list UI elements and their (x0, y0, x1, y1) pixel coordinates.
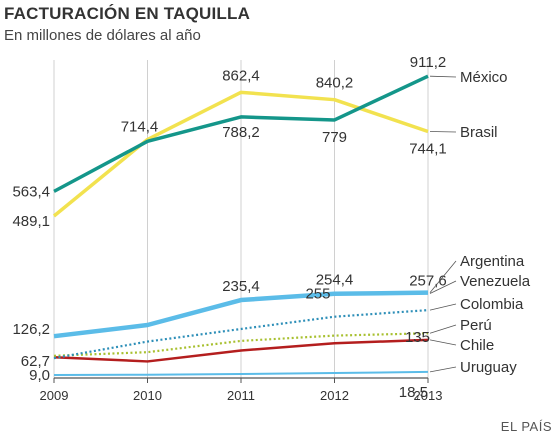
leader-line (429, 366, 457, 373)
data-label-mexico: 911,2 (410, 54, 446, 71)
x-tick-label: 2010 (133, 388, 162, 403)
series-line-argentina (53, 290, 429, 339)
data-label-mexico: 714,4 (121, 118, 159, 135)
series-name-colombia: Colombia (460, 296, 524, 313)
data-label-argentina: 254,4 (316, 272, 354, 289)
series-name-brasil: Brasil (460, 124, 498, 141)
leader-line (429, 260, 457, 293)
data-label-mexico: 779 (322, 129, 347, 146)
data-label-venezuela: 255 (305, 286, 330, 303)
data-label-mexico: 563,4 (12, 183, 50, 200)
leader-line (429, 75, 457, 78)
data-label-chile: 62,7 (21, 353, 50, 370)
data-label-mexico: 788,2 (222, 124, 260, 141)
source-credit: EL PAÍS (500, 419, 552, 434)
data-label-brasil: 840,2 (316, 75, 354, 92)
data-label-argentina: 126,2 (12, 321, 50, 338)
leader-line (429, 303, 457, 311)
leader-line (429, 339, 457, 346)
series-name-chile: Chile (460, 337, 494, 354)
series-name-uruguay: Uruguay (460, 359, 517, 376)
x-tick-label: 2009 (40, 388, 69, 403)
series-line-mexico (53, 74, 429, 193)
series-line-colombia (53, 308, 429, 360)
x-tick-label: 2013 (414, 388, 443, 403)
series-name-mexico: México (460, 69, 508, 86)
data-label-chile: 135 (405, 329, 430, 346)
series-line-brasil (52, 90, 429, 218)
data-label-uruguay: 18,5 (399, 384, 428, 401)
data-label-argentina: 257,6 (409, 273, 447, 290)
data-label-brasil: 744,1 (409, 141, 447, 158)
x-tick-label: 2011 (227, 388, 255, 403)
data-label-argentina: 235,4 (222, 278, 260, 295)
chart-title: FACTURACIÓN EN TAQUILLA (4, 4, 251, 23)
series-name-argentina: Argentina (460, 253, 525, 270)
series-name-venezuela: Venezuela (460, 273, 531, 290)
series-line-uruguay (53, 370, 429, 377)
series-line-chile (53, 338, 429, 363)
leader-line (429, 280, 457, 294)
data-label-brasil: 489,1 (12, 213, 50, 230)
leader-line (429, 324, 457, 334)
data-label-brasil: 862,4 (222, 67, 260, 84)
series-name-peru: Perú (460, 317, 492, 334)
x-tick-label: 2012 (320, 388, 349, 403)
chart-subtitle: En millones de dólares al año (4, 27, 201, 44)
data-label-uruguay: 9,0 (29, 367, 50, 384)
